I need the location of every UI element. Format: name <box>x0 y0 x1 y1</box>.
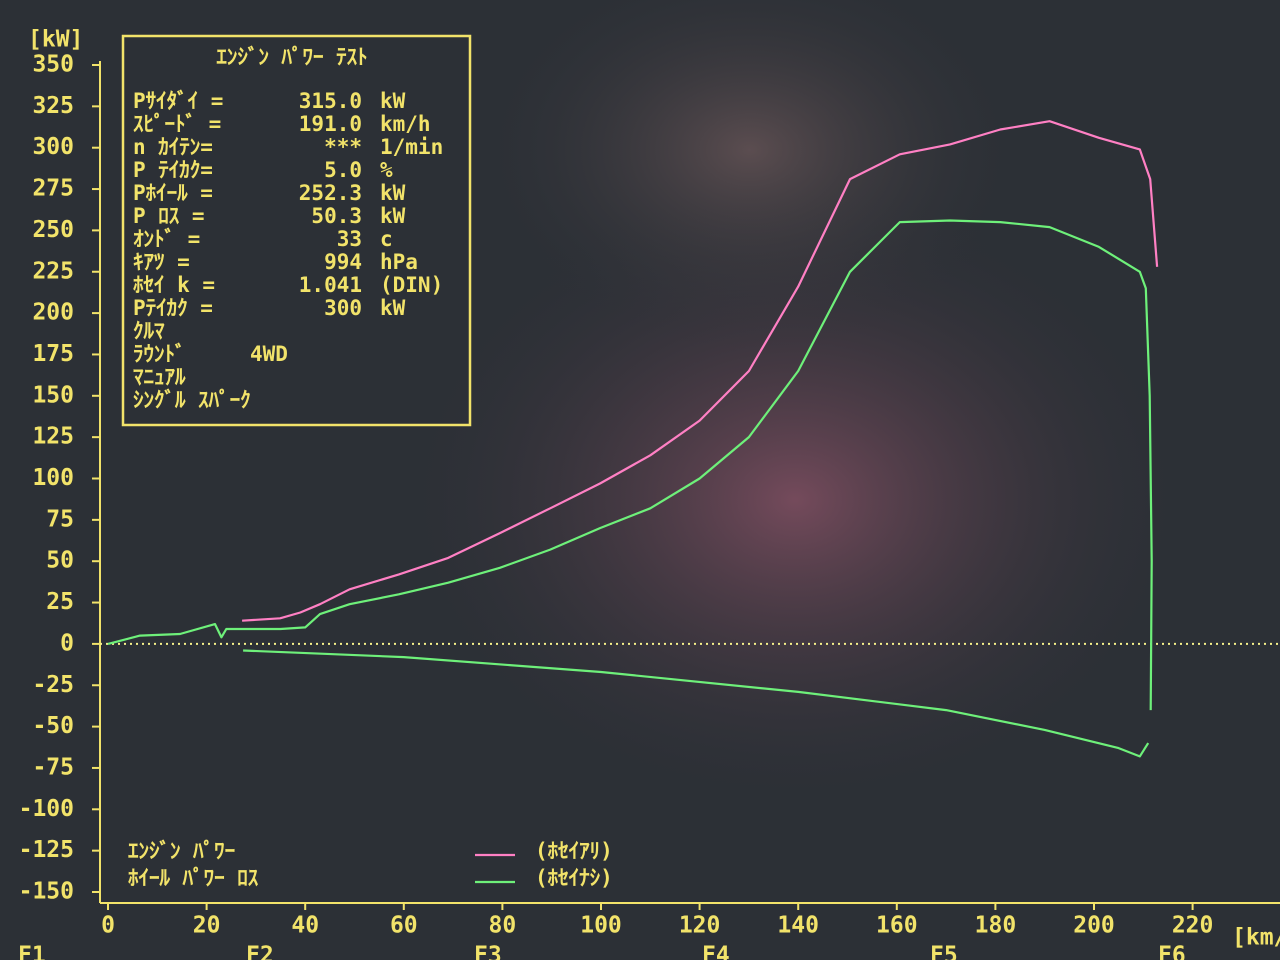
series-line <box>107 219 1153 711</box>
info-unit: kW <box>380 89 406 113</box>
y-axis-label: [kW] <box>28 27 83 53</box>
y-tick-label: 100 <box>32 465 74 491</box>
x-tick-label: 140 <box>777 913 819 939</box>
info-label: P ﾃｲｶｸ= <box>133 158 213 182</box>
info-label: P ﾛｽ = <box>133 204 205 228</box>
function-key: F5 <box>930 943 958 960</box>
function-key: F3 <box>474 943 502 960</box>
function-key: F4 <box>702 943 730 960</box>
info-label: Pﾎｲｰﾙ = <box>133 181 213 205</box>
info-value: 315.0 <box>299 89 362 113</box>
info-unit: 1/min <box>380 135 443 159</box>
y-tick-label: 275 <box>32 176 74 202</box>
info-value: 300 <box>324 296 362 320</box>
y-tick-label: -125 <box>19 837 74 863</box>
info-label: ﾎｾｲ k = <box>133 273 215 297</box>
info-value: 994 <box>324 250 362 274</box>
y-tick-label: -25 <box>32 672 74 698</box>
info-box <box>121 34 472 427</box>
x-tick-label: 160 <box>876 913 918 939</box>
function-key: F2 <box>246 943 274 960</box>
y-tick-label: 125 <box>32 424 74 450</box>
curve-label: ｴﾝｼﾞﾝ ﾊﾟﾜｰ <box>128 839 235 863</box>
y-tick-label: -50 <box>32 713 74 739</box>
y-tick-label: 300 <box>32 134 74 160</box>
x-tick-label: 200 <box>1073 913 1115 939</box>
y-tick-label: -150 <box>19 879 74 905</box>
info-unit: % <box>380 158 393 182</box>
info-unit: kW <box>380 204 406 228</box>
y-tick-label: 150 <box>32 382 74 408</box>
info-unit: km/h <box>380 112 431 136</box>
info-label: n ｶｲﾃﾝ= <box>133 135 213 159</box>
info-value: 191.0 <box>299 112 362 136</box>
info-label: ｷｱﾂ = <box>133 250 190 274</box>
x-tick-label: 180 <box>975 913 1017 939</box>
curve-label: ﾎｲｰﾙ ﾊﾟﾜｰ ﾛｽ <box>128 866 259 890</box>
x-tick-label: 20 <box>193 913 221 939</box>
series-line <box>243 649 1150 758</box>
info-value: 5.0 <box>324 158 362 182</box>
x-tick-label: 100 <box>580 913 622 939</box>
info-unit: (DIN) <box>380 273 443 297</box>
y-tick-label: 350 <box>32 52 74 78</box>
y-tick-label: -75 <box>32 754 74 780</box>
function-key: F1 <box>18 943 46 960</box>
x-axis-label: [km/ <box>1232 925 1280 951</box>
y-tick-label: 200 <box>32 300 74 326</box>
y-tick-label: 0 <box>60 630 74 656</box>
y-tick-label: 175 <box>32 341 74 367</box>
info-label: ｵﾝﾄﾞ = <box>133 227 200 251</box>
info-value: 50.3 <box>311 204 362 228</box>
info-note: ﾏﾆｭｱﾙ <box>133 365 186 389</box>
legend-label: (ﾎｾｲｱﾘ) <box>535 839 613 863</box>
y-tick-label: -100 <box>19 796 74 822</box>
y-tick-label: 325 <box>32 93 74 119</box>
x-tick-label: 40 <box>291 913 319 939</box>
info-unit: c <box>380 227 393 251</box>
x-tick-label: 120 <box>679 913 721 939</box>
info-label: Pﾃｲｶｸ = <box>133 296 213 320</box>
info-note: ｸﾙﾏ <box>133 319 165 343</box>
series-line <box>242 120 1159 622</box>
y-tick-label: 25 <box>46 589 74 615</box>
info-value: 33 <box>337 227 362 251</box>
info-unit: hPa <box>380 250 418 274</box>
x-tick-label: 60 <box>390 913 418 939</box>
info-unit: kW <box>380 296 406 320</box>
y-tick-label: 250 <box>32 217 74 243</box>
function-key: F6 <box>1158 943 1186 960</box>
x-tick-label: 80 <box>489 913 517 939</box>
info-value: 1.041 <box>299 273 362 297</box>
y-tick-label: 75 <box>46 506 74 532</box>
y-tick-label: 225 <box>32 258 74 284</box>
background-glow <box>400 0 1100 500</box>
info-label: Pｻｲﾀﾞｲ = <box>133 89 223 113</box>
info-unit: kW <box>380 181 406 205</box>
info-label: ｽﾋﾟｰﾄﾞ = <box>133 112 221 136</box>
info-value: *** <box>324 135 362 159</box>
x-tick-label: 220 <box>1172 913 1214 939</box>
info-note: 4WD <box>250 342 288 366</box>
info-note: ﾗｳﾝﾄﾞ <box>133 342 186 366</box>
info-note: ｼﾝｸﾞﾙ ｽﾊﾟｰｸ <box>133 388 251 412</box>
y-tick-label: 50 <box>46 548 74 574</box>
x-tick-label: 0 <box>101 913 115 939</box>
info-value: 252.3 <box>299 181 362 205</box>
info-title: ｴﾝｼﾞﾝ ﾊﾟﾜｰ ﾃｽﾄ <box>216 45 367 69</box>
legend-label: (ﾎｾｲﾅｼ) <box>535 866 613 890</box>
